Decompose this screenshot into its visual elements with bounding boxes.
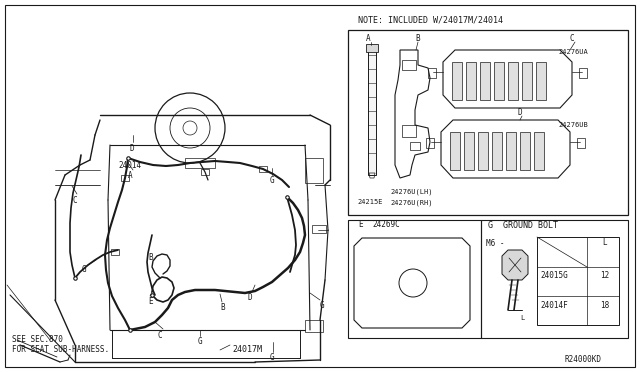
Bar [534, 132, 544, 170]
Text: 24276U(RH): 24276U(RH) [390, 200, 433, 206]
Bar [428, 68, 436, 78]
Text: NOTE: INCLUDED W/24017M/24014: NOTE: INCLUDED W/24017M/24014 [358, 16, 503, 25]
Bar [478, 132, 488, 170]
Text: B: B [148, 253, 152, 263]
Text: G: G [320, 301, 324, 310]
Bar [579, 68, 587, 78]
Bar [259, 166, 267, 172]
Bar [121, 175, 129, 181]
Text: 24014F: 24014F [540, 301, 568, 310]
Bar [305, 158, 323, 183]
Text: 18: 18 [600, 301, 610, 310]
Text: G: G [82, 266, 86, 275]
Text: 24269C: 24269C [372, 219, 400, 228]
Bar [537, 237, 619, 325]
Text: R24000KD: R24000KD [565, 356, 602, 365]
Bar [577, 138, 585, 148]
Bar [111, 249, 119, 255]
Text: C: C [158, 330, 163, 340]
Text: C: C [570, 33, 575, 42]
Text: B: B [220, 304, 225, 312]
Bar [185, 158, 215, 168]
Text: E: E [148, 298, 152, 307]
Bar [312, 225, 326, 233]
Bar [520, 132, 530, 170]
Text: 24276UA: 24276UA [558, 49, 588, 55]
Text: C: C [72, 196, 77, 205]
Text: G: G [270, 176, 275, 185]
Text: 24017M: 24017M [232, 346, 262, 355]
Bar [305, 320, 323, 332]
Bar [522, 62, 532, 100]
Text: 12: 12 [600, 272, 610, 280]
Bar [508, 62, 518, 100]
Bar [426, 138, 434, 148]
Text: FOR SEAT SUB-HARNESS.: FOR SEAT SUB-HARNESS. [12, 346, 109, 355]
Text: L: L [603, 237, 607, 247]
Text: D: D [518, 108, 523, 116]
Text: 24276UB: 24276UB [558, 122, 588, 128]
Bar [450, 132, 460, 170]
Polygon shape [502, 250, 528, 280]
Text: A: A [128, 170, 132, 180]
Bar [348, 30, 628, 215]
Text: E: E [358, 219, 363, 228]
Text: 24276U(LH): 24276U(LH) [390, 189, 433, 195]
Text: M6 -: M6 - [486, 238, 504, 247]
Bar [494, 62, 504, 100]
Bar [480, 62, 490, 100]
Text: G  GROUND BOLT: G GROUND BOLT [488, 221, 558, 230]
Bar [466, 62, 476, 100]
Text: SEE SEC.870: SEE SEC.870 [12, 336, 63, 344]
Bar [366, 44, 378, 52]
Text: D: D [248, 294, 253, 302]
Text: L: L [520, 315, 524, 321]
Bar [464, 132, 474, 170]
Bar [492, 132, 502, 170]
Text: G: G [270, 353, 275, 362]
Bar [348, 220, 481, 338]
Text: 24014: 24014 [118, 160, 141, 170]
Text: G: G [198, 337, 203, 346]
Bar [402, 125, 416, 137]
Text: B: B [416, 33, 420, 42]
Bar [481, 220, 628, 338]
Bar [402, 60, 416, 70]
Bar [201, 169, 209, 175]
Text: A: A [365, 33, 371, 42]
Bar [506, 132, 516, 170]
Bar [410, 142, 420, 150]
Bar [368, 45, 376, 175]
Bar [452, 62, 462, 100]
Text: 24215E: 24215E [357, 199, 383, 205]
Bar [536, 62, 546, 100]
Text: 24015G: 24015G [540, 272, 568, 280]
Text: D: D [130, 144, 134, 153]
